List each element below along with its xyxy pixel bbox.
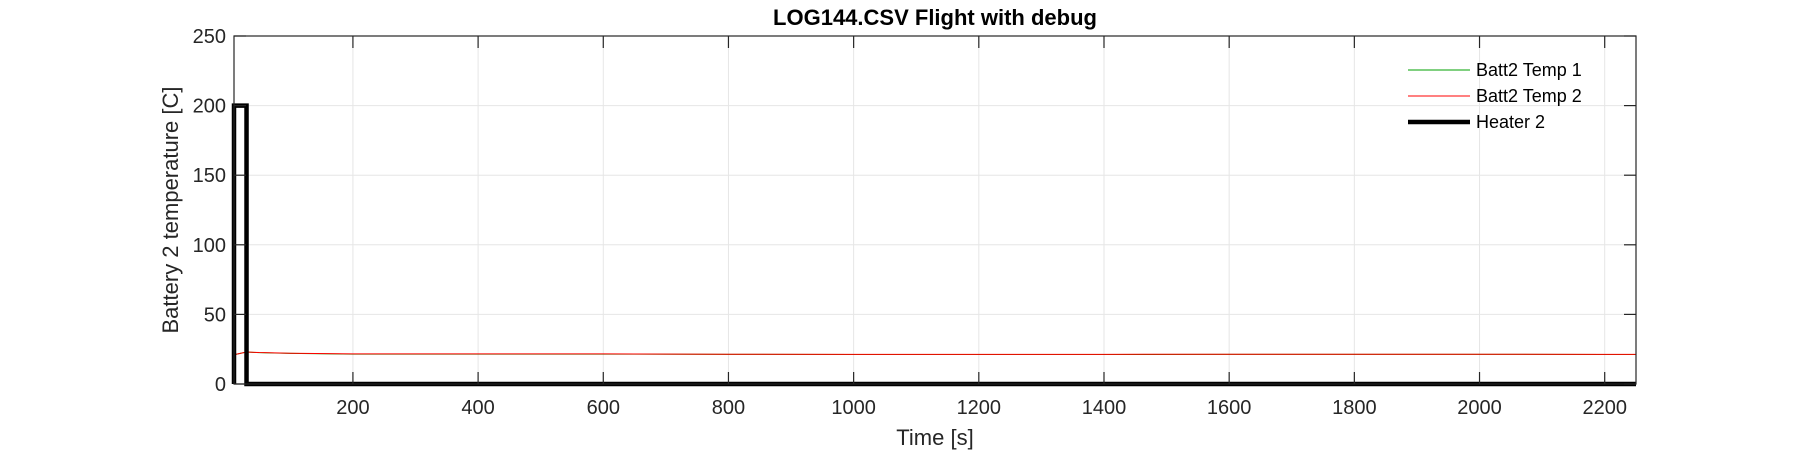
y-tick-label: 200 <box>193 96 226 118</box>
y-tick-label: 150 <box>193 165 226 187</box>
legend-label-2: Batt2 Temp 2 <box>1476 86 1582 106</box>
tick-layer: 200 400 600 800 1000 1200 1400 1600 1800 2000 2200… <box>193 26 1636 419</box>
x-tick-label: 600 <box>587 397 620 419</box>
x-tick-label: 2000 <box>1457 397 1502 419</box>
grid-layer <box>234 35 1636 385</box>
y-tick-label: 0 <box>215 374 226 396</box>
x-tick-label: 400 <box>461 397 494 419</box>
legend: Batt2 Temp 1 Batt2 Temp 2 Heater 2 <box>1408 60 1582 132</box>
x-tick-label: 800 <box>712 397 745 419</box>
x-axis-label: Time [s] <box>896 425 973 450</box>
x-tick-label: 200 <box>336 397 369 419</box>
y-axis-label: Battery 2 temperature [C] <box>158 87 183 334</box>
x-tick-label: 1000 <box>831 397 876 419</box>
x-tick-label: 2200 <box>1582 397 1627 419</box>
x-tick-label: 1800 <box>1332 397 1377 419</box>
legend-label-3: Heater 2 <box>1476 112 1545 132</box>
chart-title: LOG144.CSV Flight with debug <box>773 5 1097 30</box>
x-tick-label: 1600 <box>1207 397 1252 419</box>
x-tick-label: 1400 <box>1082 397 1127 419</box>
plot-frame <box>233 35 1637 385</box>
y-tick-label: 250 <box>193 26 226 48</box>
series-line-2 <box>233 351 1636 356</box>
y-tick-label: 50 <box>204 304 226 326</box>
legend-label-1: Batt2 Temp 1 <box>1476 60 1582 80</box>
y-tick-label: 100 <box>193 235 226 257</box>
x-tick-label: 1200 <box>957 397 1002 419</box>
